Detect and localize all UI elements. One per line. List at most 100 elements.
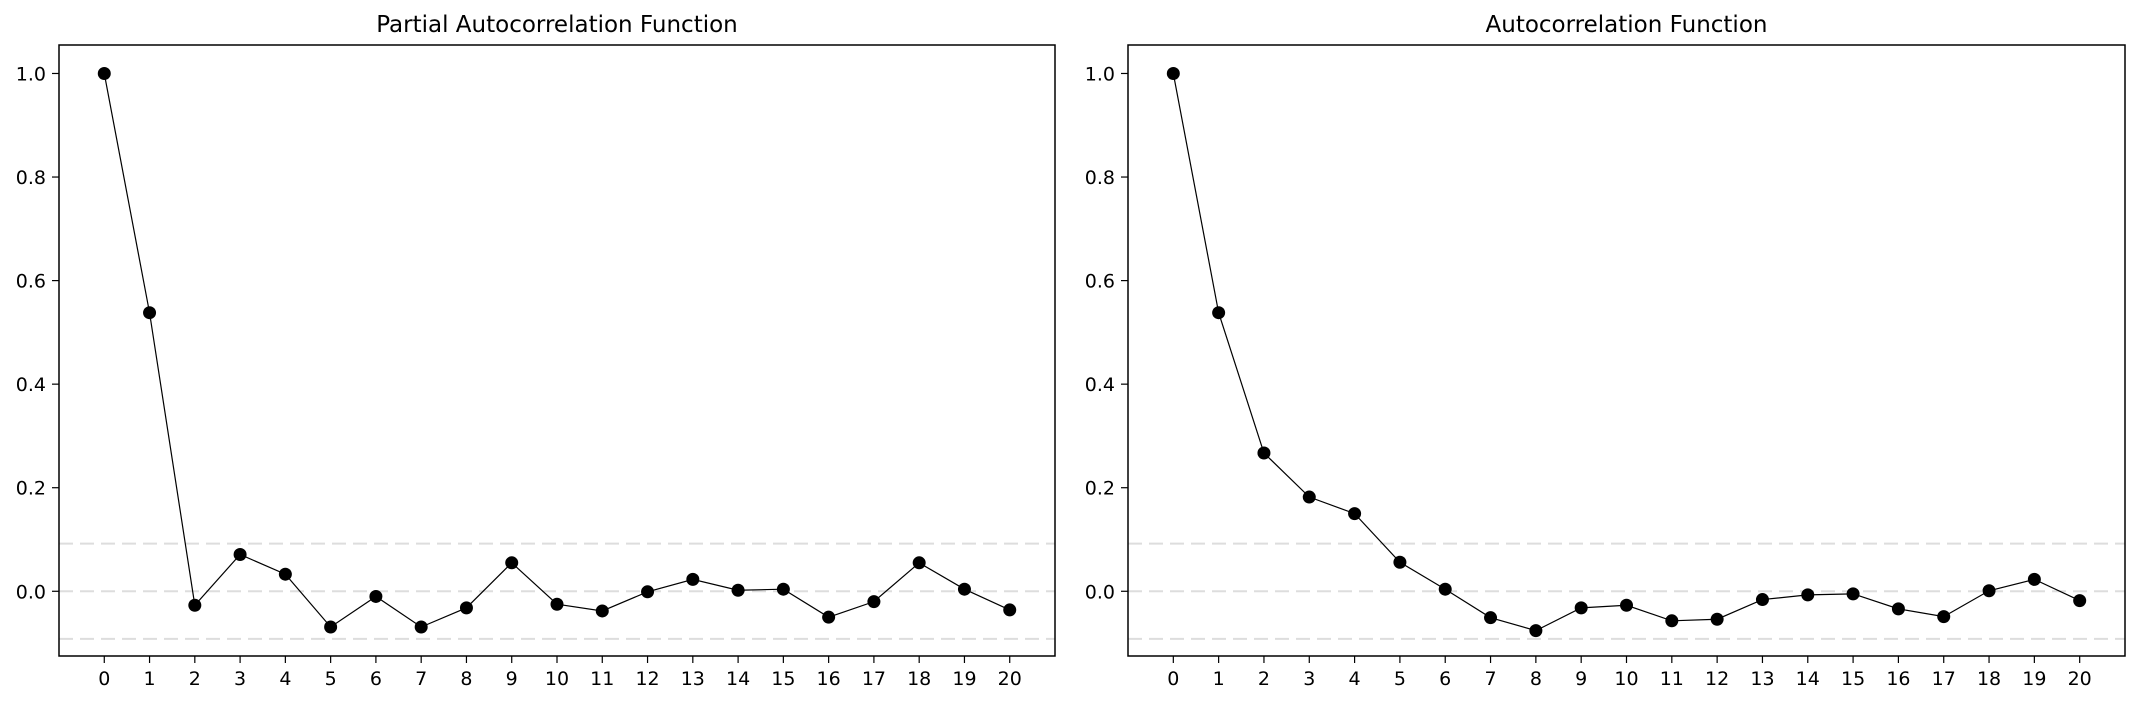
acf-point-0	[1166, 66, 1180, 80]
pacf-xtick-label-4: 4	[279, 668, 291, 690]
pacf-xtick-label-18: 18	[907, 668, 931, 690]
acf-xtick-label-10: 10	[1614, 668, 1638, 690]
pacf-xtick-label-16: 16	[817, 668, 841, 690]
acf-xtick-label-20: 20	[2068, 668, 2092, 690]
pacf-point-13	[686, 572, 700, 586]
pacf-xtick-label-19: 19	[952, 668, 976, 690]
acf-xtick-label-0: 0	[1167, 668, 1179, 690]
pacf-xtick-label-8: 8	[460, 668, 472, 690]
acf-series-line	[1172, 73, 2080, 632]
acf-point-17	[1937, 610, 1951, 624]
acf-point-8	[1529, 624, 1543, 638]
pacf-ytick-label-4: 0.8	[16, 167, 46, 189]
acf-xtick-label-13: 13	[1750, 668, 1774, 690]
acf-point-3	[1302, 490, 1316, 504]
acf-chart: Autocorrelation Function 0 1 2 3 4 5 6 7 8 9 10 11 1…	[1085, 12, 2126, 690]
acf-xtick-label-14: 14	[1796, 668, 1820, 690]
acf-point-13	[1755, 593, 1769, 607]
acf-point-10	[1620, 598, 1633, 612]
acf-point-9	[1574, 601, 1588, 615]
acf-xtick-label-4: 4	[1349, 668, 1361, 690]
acf-xtick-label-7: 7	[1484, 668, 1496, 690]
pacf-ytick-label-2: 0.4	[16, 374, 46, 396]
pacf-point-11	[595, 604, 609, 618]
acf-point-14	[1801, 588, 1815, 602]
acf-point-6	[1438, 582, 1452, 596]
pacf-xtick-label-13: 13	[681, 668, 705, 690]
pacf-ytick-label-5: 1.0	[16, 63, 46, 85]
pacf-xtick-label-5: 5	[325, 668, 337, 690]
pacf-xtick-label-15: 15	[771, 668, 795, 690]
pacf-point-15	[776, 582, 790, 596]
acf-point-19	[2027, 572, 2041, 586]
pacf-xtick-label-9: 9	[506, 668, 518, 690]
acf-xtick-label-6: 6	[1439, 668, 1451, 690]
pacf-axes-frame	[58, 44, 1056, 657]
pacf-xtick-label-3: 3	[234, 668, 246, 690]
pacf-ytick-label-3: 0.6	[16, 271, 46, 293]
acf-xtick-label-15: 15	[1841, 668, 1865, 690]
acf-point-1	[1212, 306, 1226, 320]
pacf-xtick-label-6: 6	[370, 668, 382, 690]
pacf-xtick-label-20: 20	[998, 668, 1022, 690]
acf-xtick-label-11: 11	[1660, 668, 1684, 690]
pacf-ytick-label-0: 0.0	[16, 581, 46, 603]
acf-point-12	[1710, 612, 1724, 626]
pacf-point-1	[143, 306, 157, 320]
pacf-xtick-label-11: 11	[590, 668, 614, 690]
acf-point-11	[1665, 614, 1679, 628]
pacf-point-17	[867, 595, 881, 609]
pacf-point-14	[731, 583, 745, 597]
acf-xtick-label-19: 19	[2022, 668, 2046, 690]
acf-xtick-label-12: 12	[1705, 668, 1729, 690]
acf-ytick-label-0: 0.0	[1085, 581, 1115, 603]
acf-title: Autocorrelation Function	[1486, 12, 1768, 38]
acf-xtick-label-8: 8	[1530, 668, 1542, 690]
pacf-point-16	[822, 610, 836, 624]
pacf-point-2	[188, 598, 202, 612]
pacf-point-18	[912, 556, 926, 570]
acf-xtick-label-1: 1	[1213, 668, 1225, 690]
acf-point-7	[1484, 611, 1498, 625]
acf-ytick-label-5: 1.0	[1085, 63, 1115, 85]
acf-ytick-label-2: 0.4	[1085, 374, 1115, 396]
acf-ytick-label-1: 0.2	[1085, 478, 1115, 500]
pacf-point-9	[505, 556, 519, 570]
pacf-point-10	[550, 597, 564, 611]
pacf-point-8	[459, 601, 473, 615]
acf-xtick-label-17: 17	[1932, 668, 1956, 690]
acf-point-18	[1982, 584, 1996, 598]
acf-xtick-label-9: 9	[1575, 668, 1587, 690]
acf-xtick-label-16: 16	[1886, 668, 1910, 690]
acf-point-15	[1846, 587, 1860, 601]
pacf-point-3	[233, 548, 247, 562]
acf-xtick-label-18: 18	[1977, 668, 2001, 690]
acf-xtick-label-3: 3	[1303, 668, 1315, 690]
pacf-point-6	[369, 589, 383, 603]
pacf-point-12	[641, 585, 655, 599]
acf-axes-frame	[1127, 44, 2126, 657]
pacf-point-20	[1003, 603, 1017, 617]
pacf-xtick-label-12: 12	[635, 668, 659, 690]
acf-point-2	[1257, 446, 1271, 460]
acf-ytick-label-3: 0.6	[1085, 271, 1115, 293]
pacf-xtick-label-2: 2	[189, 668, 201, 690]
pacf-point-5	[324, 620, 338, 634]
acf-xtick-label-5: 5	[1394, 668, 1406, 690]
pacf-xtick-label-17: 17	[862, 668, 886, 690]
pacf-xtick-label-1: 1	[143, 668, 155, 690]
pacf-xtick-label-14: 14	[726, 668, 750, 690]
acf-ytick-label-4: 0.8	[1085, 167, 1115, 189]
pacf-point-19	[957, 582, 971, 596]
pacf-point-4	[278, 567, 292, 581]
acf-point-20	[2073, 594, 2087, 608]
pacf-title: Partial Autocorrelation Function	[376, 12, 738, 38]
pacf-xtick-label-0: 0	[98, 668, 110, 690]
pacf-ytick-label-1: 0.2	[16, 478, 46, 500]
acf-point-4	[1348, 507, 1362, 521]
acf-xtick-label-2: 2	[1258, 668, 1270, 690]
pacf-point-0	[97, 66, 111, 80]
pacf-point-7	[414, 620, 428, 634]
